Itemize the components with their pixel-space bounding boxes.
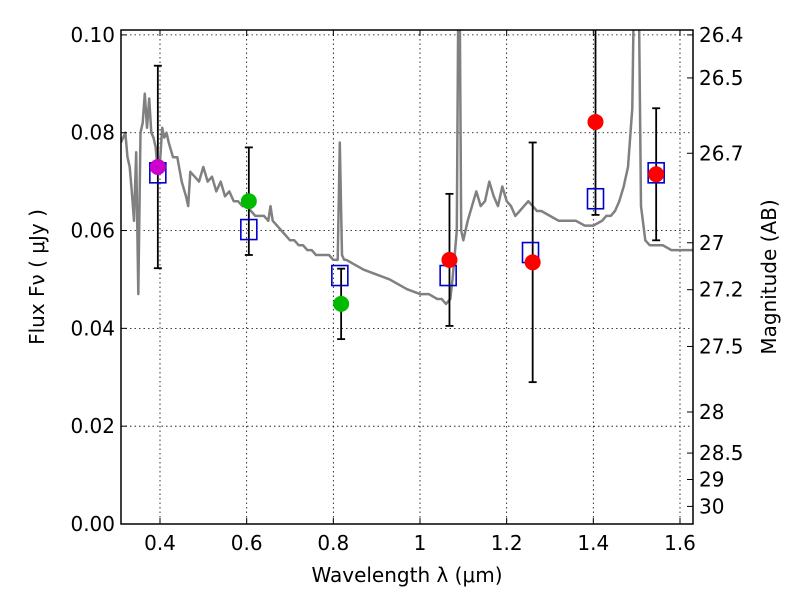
y2-axis-label: Magnitude (AB) bbox=[757, 199, 781, 354]
mag-tick-label: 27.2 bbox=[699, 278, 744, 302]
y-tick-label: 0.06 bbox=[70, 219, 115, 243]
x-tick-label: 0.4 bbox=[144, 531, 176, 555]
plot-data bbox=[121, 30, 693, 384]
model-photometry-square bbox=[240, 218, 258, 241]
model-photometry-square bbox=[647, 162, 665, 184]
x-tick-label: 1.6 bbox=[664, 531, 696, 555]
mag-tick-label: 27 bbox=[699, 231, 724, 255]
y-tick-label: 0.00 bbox=[70, 512, 115, 536]
x-tick-label: 1.4 bbox=[577, 531, 609, 555]
model-photometry-square bbox=[586, 187, 605, 210]
y-tick-label: 0.10 bbox=[70, 23, 115, 47]
y-tick-label: 0.08 bbox=[70, 121, 115, 145]
observed-point bbox=[333, 295, 350, 312]
x-tick-label: 0.8 bbox=[317, 531, 349, 555]
sed-model-line bbox=[121, 30, 693, 306]
observed-point bbox=[524, 254, 541, 271]
x-tick-label: 1.2 bbox=[491, 531, 523, 555]
y-axis-label: Flux Fν ( μJy ) bbox=[25, 209, 49, 345]
x-axis-label: Wavelength λ (μm) bbox=[311, 563, 502, 587]
mag-tick-label: 28 bbox=[699, 400, 724, 424]
observed-point bbox=[648, 166, 665, 183]
mag-tick-label: 28.5 bbox=[699, 441, 744, 465]
mag-tick-label: 26.5 bbox=[699, 66, 744, 90]
y-tick-label: 0.02 bbox=[70, 414, 115, 438]
observed-point bbox=[149, 158, 166, 175]
x-tick-label: 0.6 bbox=[231, 531, 263, 555]
mag-tick-label: 27.5 bbox=[699, 334, 744, 358]
y-tick-label: 0.04 bbox=[70, 316, 115, 340]
observed-point bbox=[587, 113, 604, 130]
mag-tick-label: 30 bbox=[699, 494, 724, 518]
observed-point bbox=[240, 193, 257, 210]
model-photometry-square bbox=[331, 264, 349, 287]
mag-tick-label: 29 bbox=[699, 467, 724, 491]
mag-tick-label: 26.7 bbox=[699, 141, 744, 165]
axis-ticks: 0.4 0.6 0.8 1 1.2 1.4 1.6 0.00 0.02 0.04 0.06 0.08 0… bbox=[70, 23, 743, 555]
x-tick-label: 1 bbox=[414, 531, 427, 555]
plot-frame bbox=[120, 29, 694, 525]
mag-tick-label: 26.4 bbox=[699, 23, 744, 47]
observed-point bbox=[441, 251, 458, 268]
grid bbox=[121, 30, 693, 525]
